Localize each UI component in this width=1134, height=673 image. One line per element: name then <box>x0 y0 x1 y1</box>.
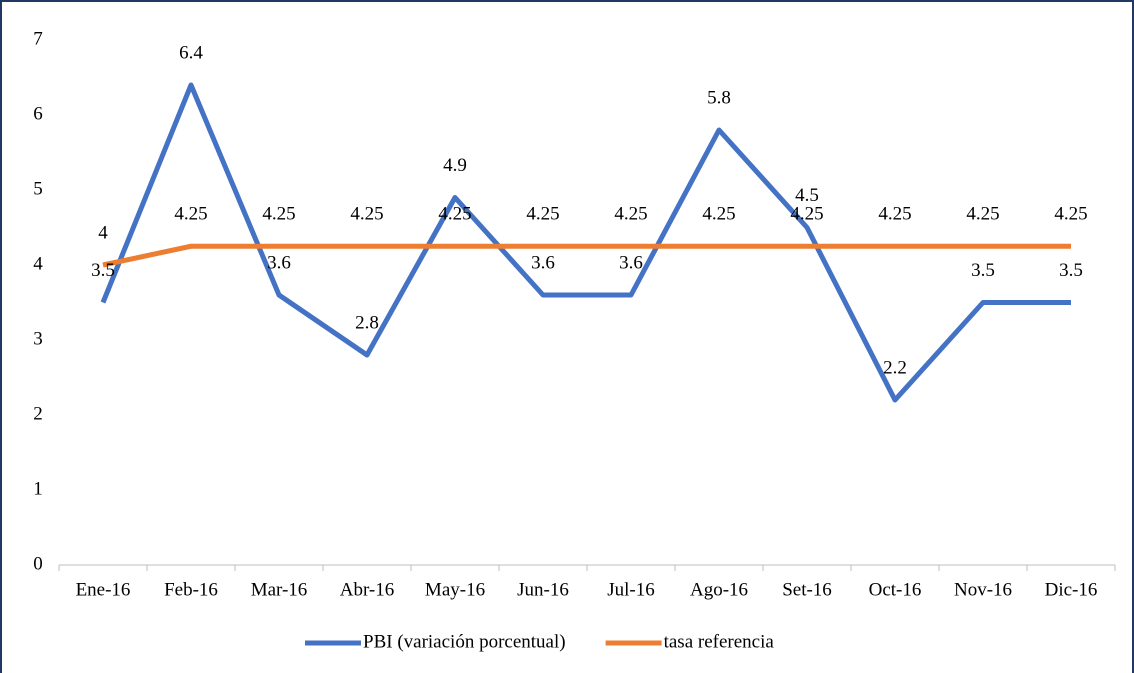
data-label: 4.25 <box>702 204 735 225</box>
data-label: 4.25 <box>966 204 999 225</box>
y-tick-label: 3 <box>33 328 43 349</box>
y-tick-label: 7 <box>33 28 43 49</box>
data-label: 4.9 <box>443 155 467 176</box>
series-line <box>102 243 1071 268</box>
data-label: 3.5 <box>971 260 995 281</box>
y-tick-label: 1 <box>33 478 43 499</box>
x-tick-label: Ago-16 <box>690 579 748 600</box>
data-label: 4.25 <box>174 204 207 225</box>
x-tick-label: Abr-16 <box>340 579 395 600</box>
data-label: 4.25 <box>262 204 295 225</box>
data-label: 4.25 <box>350 204 383 225</box>
data-label: 4.25 <box>790 204 823 225</box>
data-label: 2.8 <box>355 312 379 333</box>
y-tick-label: 5 <box>33 178 43 199</box>
data-label: 4.25 <box>526 204 559 225</box>
y-tick-label: 0 <box>33 553 43 574</box>
x-tick-label: Mar-16 <box>251 579 308 600</box>
x-tick-label: Nov-16 <box>954 579 1012 600</box>
x-tick-label: Jul-16 <box>607 579 655 600</box>
series-line <box>100 82 1071 403</box>
y-tick-label: 4 <box>33 253 43 274</box>
data-label: 3.6 <box>267 252 291 273</box>
data-label: 4.25 <box>878 204 911 225</box>
data-label: 4.25 <box>438 204 471 225</box>
x-tick-label: Feb-16 <box>164 579 218 600</box>
y-tick-label: 6 <box>33 103 43 124</box>
data-label: 3.6 <box>531 252 555 273</box>
x-tick-label: Dic-16 <box>1045 579 1098 600</box>
data-label: 4.25 <box>614 204 647 225</box>
data-label: 5.8 <box>707 87 731 108</box>
data-label: 4.5 <box>795 185 819 206</box>
legend-label: tasa referencia <box>664 631 775 652</box>
data-label: 2.2 <box>883 357 907 378</box>
data-label: 4 <box>98 222 108 243</box>
data-label: 6.4 <box>179 42 203 63</box>
data-label: 3.5 <box>1059 260 1083 281</box>
x-tick-label: Ene-16 <box>76 579 131 600</box>
data-label: 3.6 <box>619 252 643 273</box>
x-tick-label: Oct-16 <box>869 579 922 600</box>
x-tick-label: Set-16 <box>782 579 832 600</box>
legend-label: PBI (variación porcentual) <box>363 631 566 652</box>
x-tick-label: May-16 <box>425 579 485 600</box>
x-tick-label: Jun-16 <box>517 579 569 600</box>
y-tick-label: 2 <box>33 403 43 424</box>
data-label: 3.5 <box>91 260 115 281</box>
data-label: 4.25 <box>1054 204 1087 225</box>
